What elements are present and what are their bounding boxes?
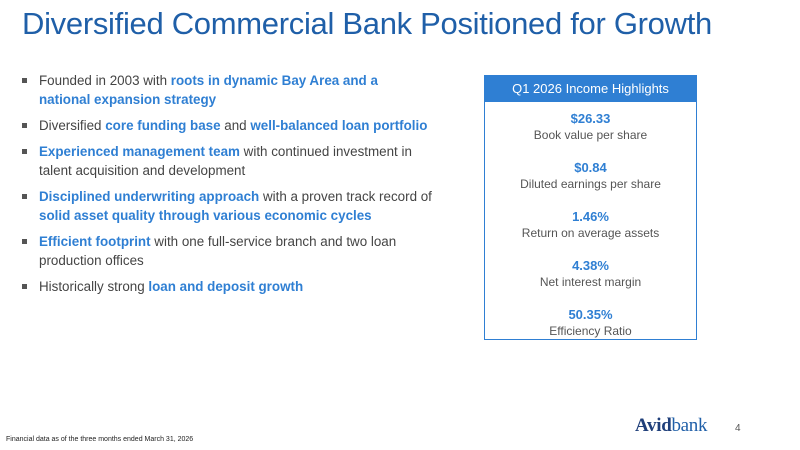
highlighted-text: well-balanced loan portfolio xyxy=(250,118,428,133)
bullet-text: Historically strong xyxy=(39,279,149,294)
square-bullet-icon xyxy=(22,194,27,199)
square-bullet-icon xyxy=(22,284,27,289)
panel-header: Q1 2026 Income Highlights xyxy=(485,76,696,102)
highlighted-text: core funding base xyxy=(105,118,221,133)
metric-value: $0.84 xyxy=(574,160,607,175)
bullet-text: Founded in 2003 with xyxy=(39,73,171,88)
metric-value: 4.38% xyxy=(572,258,609,273)
metric-label: Net interest margin xyxy=(539,275,642,289)
metric-value: 50.35% xyxy=(568,307,613,322)
footnote: Financial data as of the three months en… xyxy=(6,436,194,443)
metric-book-value: $26.33 Book value per share xyxy=(485,110,696,144)
bullet-item: Diversified core funding base and well-b… xyxy=(22,116,432,135)
bullet-list: Founded in 2003 with roots in dynamic Ba… xyxy=(22,71,432,303)
highlighted-text: solid asset quality through various econ… xyxy=(39,208,372,223)
avidbank-logo: Avidbank xyxy=(635,415,708,437)
logo-part: Avid xyxy=(635,415,672,436)
bullet-item: Disciplined underwriting approach with a… xyxy=(22,187,432,225)
metric-nim: 4.38% Net interest margin xyxy=(485,257,696,291)
square-bullet-icon xyxy=(22,149,27,154)
bullet-item: Efficient footprint with one full-servic… xyxy=(22,232,432,270)
highlighted-text: Experienced management team xyxy=(39,144,240,159)
highlighted-text: loan and deposit growth xyxy=(148,279,304,294)
square-bullet-icon xyxy=(22,78,27,83)
bullet-item: Founded in 2003 with roots in dynamic Ba… xyxy=(22,71,432,109)
highlighted-text: Disciplined underwriting approach xyxy=(39,189,260,204)
metric-diluted-eps: $0.84 Diluted earnings per share xyxy=(485,159,696,193)
metric-roaa: 1.46% Return on average assets xyxy=(485,208,696,242)
metric-label: Diluted earnings per share xyxy=(520,177,661,191)
highlighted-text: Efficient footprint xyxy=(39,234,151,249)
metric-label: Book value per share xyxy=(533,128,648,142)
bullet-text: and xyxy=(220,118,251,133)
highlighted-text: roots in dynamic Bay Area and a national… xyxy=(39,73,378,107)
metric-label: Return on average assets xyxy=(521,226,660,240)
square-bullet-icon xyxy=(22,239,27,244)
metric-efficiency-ratio: 50.35% Efficiency Ratio xyxy=(485,306,696,340)
bullet-text: with one full-service branch and two loa… xyxy=(39,234,397,268)
bullet-item: Historically strong loan and deposit gro… xyxy=(22,277,432,296)
logo-part: bank xyxy=(671,415,708,436)
square-bullet-icon xyxy=(22,123,27,128)
metric-value: $26.33 xyxy=(570,111,611,126)
page-number: 4 xyxy=(735,423,741,434)
bullet-text: with a proven track record of xyxy=(259,189,432,204)
metric-value: 1.46% xyxy=(572,209,609,224)
bullet-item: Experienced management team with continu… xyxy=(22,142,432,180)
page-title: Diversified Commercial Bank Positioned f… xyxy=(22,6,712,41)
metric-label: Efficiency Ratio xyxy=(549,324,632,338)
income-highlights-panel: Q1 2026 Income Highlights $26.33 Book va… xyxy=(484,75,697,340)
bullet-text: with continued investment in talent acqu… xyxy=(39,144,412,178)
bullet-text: Diversified xyxy=(39,118,106,133)
